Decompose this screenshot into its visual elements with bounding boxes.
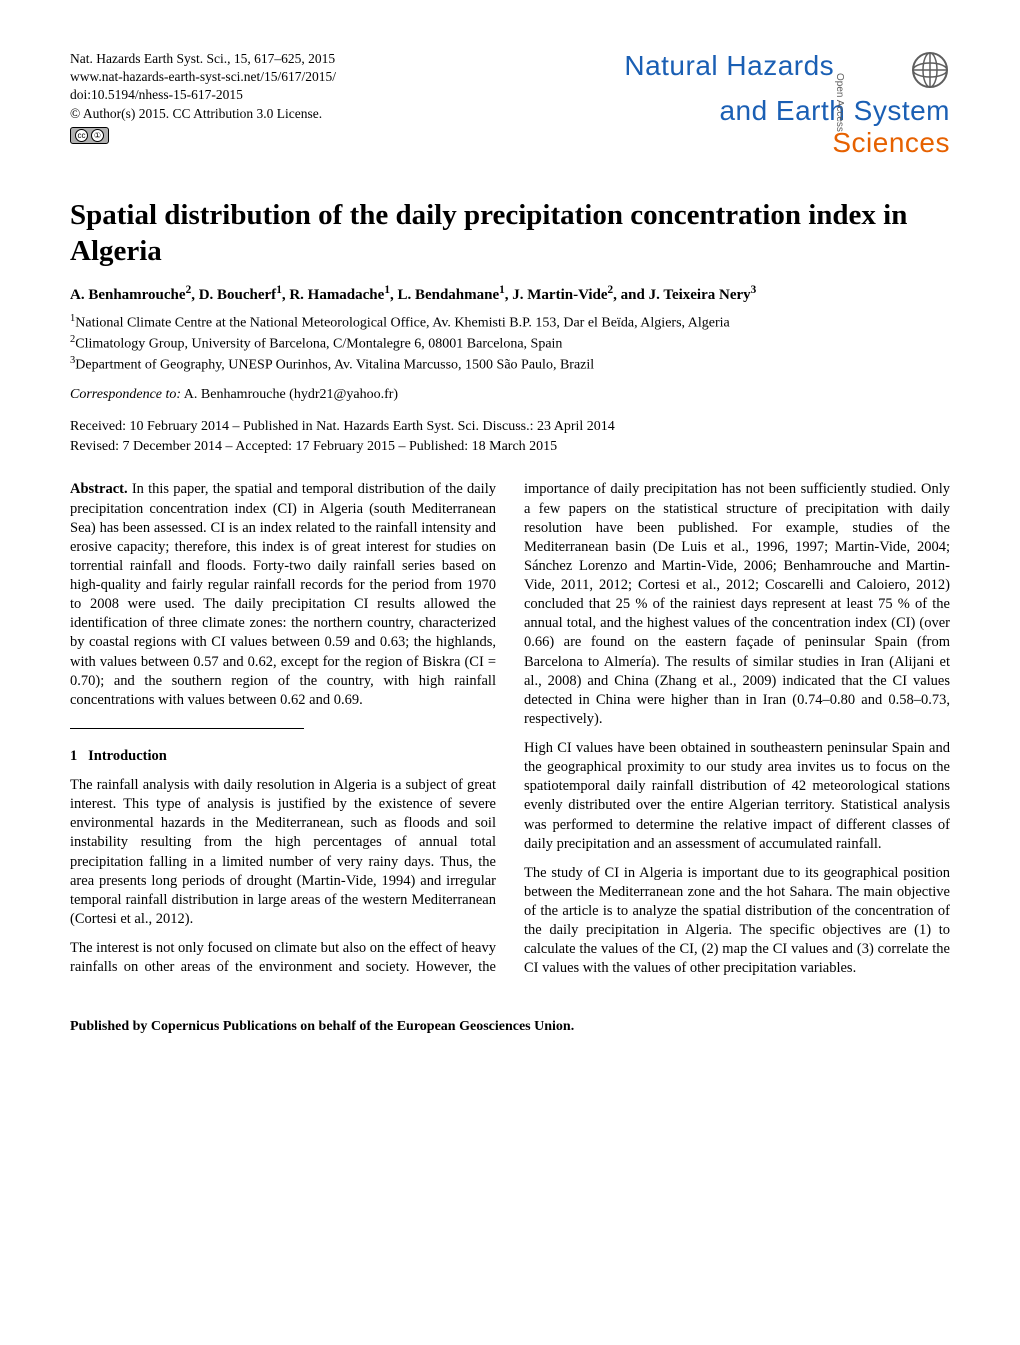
journal-line3: Sciences	[624, 127, 950, 159]
section-1-title: Introduction	[88, 748, 167, 764]
separator	[70, 728, 304, 729]
copyright: © Author(s) 2015. CC Attribution 3.0 Lic…	[70, 105, 336, 123]
dates-line1: Received: 10 February 2014 – Published i…	[70, 417, 950, 437]
abstract: Abstract. In this paper, the spatial and…	[70, 480, 496, 710]
dates: Received: 10 February 2014 – Published i…	[70, 417, 950, 456]
affiliation-1: 1National Climate Centre at the National…	[70, 312, 950, 333]
article-title: Spatial distribution of the daily precip…	[70, 197, 950, 270]
abstract-text: In this paper, the spatial and temporal …	[70, 481, 496, 707]
cc-icon: cc	[75, 129, 88, 142]
journal-line1: Natural Hazards	[624, 50, 834, 81]
body-p3: High CI values have been obtained in sou…	[524, 739, 950, 854]
affiliations: 1National Climate Centre at the National…	[70, 312, 950, 376]
authors: A. Benhamrouche2, D. Boucherf1, R. Hamad…	[70, 284, 950, 304]
correspondence-label: Correspondence to:	[70, 387, 181, 402]
url: www.nat-hazards-earth-syst-sci.net/15/61…	[70, 68, 336, 86]
footer: Published by Copernicus Publications on …	[70, 1019, 950, 1035]
doi: doi:10.5194/nhess-15-617-2015	[70, 86, 336, 104]
globe-icon	[910, 50, 950, 95]
body-columns: Abstract. In this paper, the spatial and…	[70, 480, 950, 983]
journal-logo: Natural Hazards Open Access and Earth Sy…	[624, 50, 950, 159]
body-p4: The study of CI in Algeria is important …	[524, 864, 950, 979]
citation: Nat. Hazards Earth Syst. Sci., 15, 617–6…	[70, 50, 336, 68]
meta-block: Nat. Hazards Earth Syst. Sci., 15, 617–6…	[70, 50, 336, 144]
affiliation-3: 3Department of Geography, UNESP Ourinhos…	[70, 354, 950, 375]
dates-line2: Revised: 7 December 2014 – Accepted: 17 …	[70, 437, 950, 457]
page: Nat. Hazards Earth Syst. Sci., 15, 617–6…	[0, 0, 1020, 1075]
section-1-num: 1	[70, 748, 77, 764]
correspondence-text: A. Benhamrouche (hydr21@yahoo.fr)	[181, 387, 398, 402]
section-1-heading: 1 Introduction	[70, 747, 496, 766]
journal-line2: and Earth System	[624, 95, 950, 127]
by-icon: ①	[91, 129, 104, 142]
body-p1: The rainfall analysis with daily resolut…	[70, 776, 496, 929]
cc-badge: cc ①	[70, 127, 109, 144]
correspondence: Correspondence to: A. Benhamrouche (hydr…	[70, 387, 950, 403]
header: Nat. Hazards Earth Syst. Sci., 15, 617–6…	[70, 50, 950, 159]
abstract-label: Abstract.	[70, 481, 128, 497]
affiliation-2: 2Climatology Group, University of Barcel…	[70, 333, 950, 354]
open-access-label: Open Access	[834, 73, 845, 132]
